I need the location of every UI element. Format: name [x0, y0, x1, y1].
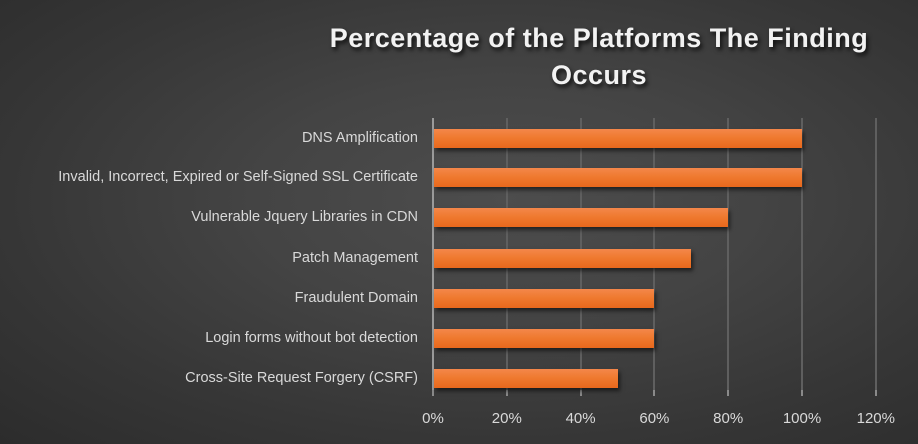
x-axis-tick-label: 0%	[422, 410, 444, 427]
bar	[434, 329, 655, 348]
category-label: DNS Amplification	[301, 130, 418, 146]
category-label: Cross-Site Request Forgery (CSRF)	[185, 370, 418, 386]
gridline	[801, 118, 803, 390]
x-axis-tick	[505, 390, 508, 396]
x-axis-tick	[432, 390, 434, 396]
bar	[434, 168, 802, 187]
bar	[434, 208, 729, 227]
x-axis-tick	[579, 390, 582, 396]
category-label: Login forms without bot detection	[205, 330, 418, 346]
x-axis-tick	[727, 390, 730, 396]
category-label: Vulnerable Jquery Libraries in CDN	[191, 209, 418, 225]
gridline	[874, 118, 877, 390]
y-axis-line	[432, 118, 434, 390]
chart-title-line-2: Occurs	[550, 60, 648, 90]
bar	[434, 129, 802, 148]
x-axis-tick	[653, 390, 656, 396]
x-axis-tick-label: 80%	[713, 410, 744, 427]
x-axis-tick-label: 60%	[639, 410, 670, 427]
x-axis-tick-label: 20%	[491, 410, 522, 427]
x-axis-tick	[874, 390, 877, 396]
x-axis-tick-label: 100%	[782, 410, 822, 427]
category-label: Patch Management	[292, 250, 418, 266]
bar	[434, 249, 692, 268]
x-axis-tick-label: 40%	[565, 410, 596, 427]
bar	[434, 289, 655, 308]
x-axis-tick	[801, 390, 803, 396]
category-label: Fraudulent Domain	[294, 290, 418, 306]
chart-title-line-1: Percentage of the Platforms The Finding	[329, 23, 869, 53]
x-axis-tick-label: 120%	[856, 410, 895, 427]
chart-title: Percentage of the Platforms The Finding …	[280, 20, 918, 94]
gridline	[727, 118, 730, 390]
category-label: Invalid, Incorrect, Expired or Self-Sign…	[58, 169, 418, 185]
bar	[434, 369, 618, 388]
